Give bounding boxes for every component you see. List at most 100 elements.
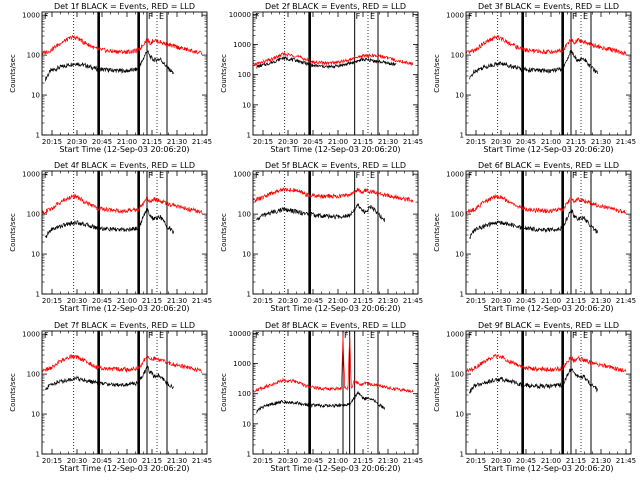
x-tick-label: 21:30 <box>378 457 398 465</box>
series-lld-line <box>41 34 203 55</box>
x-tick-label: 21:15 <box>566 138 586 146</box>
plot-frame <box>252 330 419 455</box>
series-lld-line <box>465 34 627 56</box>
flag-marker-label: E <box>159 12 164 21</box>
x-tick-label: 21:30 <box>591 138 611 146</box>
x-tick-label: 21:45 <box>403 297 423 305</box>
chart-panel-4: Det 4f BLACK = Events, RED = LLD Counts/s… <box>9 161 212 313</box>
x-tick-label: 20:15 <box>466 138 486 146</box>
flag-marker-label: F <box>356 171 361 180</box>
flag-marker-label: F <box>148 12 153 21</box>
x-tick-label: 21:00 <box>117 138 137 146</box>
x-tick-label: 21:15 <box>353 457 373 465</box>
chart-title: Det 8f BLACK = Events, RED = LLD <box>265 321 406 330</box>
x-tick-label: 20:30 <box>278 457 298 465</box>
x-tick-label: 20:45 <box>92 457 112 465</box>
flag-marker-label: F <box>468 331 473 340</box>
x-tick-label: 21:15 <box>142 457 162 465</box>
chart-title: Det 5f BLACK = Events, RED = LLD <box>265 161 406 170</box>
y-tick-label: 10000 <box>229 11 251 19</box>
flag-marker-label: E <box>583 331 588 340</box>
chart-panel-3: Det 3f BLACK = Events, RED = LLD Counts/s… <box>433 2 636 154</box>
x-tick-label: 21:30 <box>591 457 611 465</box>
plot-frame <box>465 11 632 136</box>
y-tick-label: 1000 <box>233 41 251 49</box>
x-axis-label: Start Time (12-Sep-03 20:06:20) <box>59 145 189 154</box>
x-tick-label: 21:00 <box>328 457 348 465</box>
x-axis-label: Start Time (12-Sep-03 20:06:20) <box>59 304 189 313</box>
x-axis-label: Start Time (12-Sep-03 20:06:20) <box>483 145 613 154</box>
x-tick-label: 20:45 <box>92 138 112 146</box>
chart-panel-9: Det 9f BLACK = Events, RED = LLD Counts/s… <box>433 321 636 473</box>
x-tick-label: 21:45 <box>403 138 423 146</box>
flag-marker-label: E <box>583 12 588 21</box>
chart-title: Det 2f BLACK = Events, RED = LLD <box>265 2 406 11</box>
x-tick-label: 21:45 <box>192 457 212 465</box>
flag-marker-label: F <box>44 171 49 180</box>
plot-frame <box>252 170 419 295</box>
y-tick-label: 1 <box>247 451 251 459</box>
y-tick-label: 10 <box>455 411 464 419</box>
x-tick-label: 20:30 <box>491 297 511 305</box>
x-axis-label: Start Time (12-Sep-03 20:06:20) <box>270 145 400 154</box>
flag-marker-label: E <box>370 331 375 340</box>
y-tick-label: 1 <box>36 291 40 299</box>
x-tick-label: 20:15 <box>253 457 273 465</box>
x-tick-label: 20:45 <box>303 457 323 465</box>
y-axis-label: Counts/sec <box>433 373 441 412</box>
chart-panel-1: Det 1f BLACK = Events, RED = LLD Counts/s… <box>9 2 212 154</box>
chart-title: Det 6f BLACK = Events, RED = LLD <box>478 161 619 170</box>
x-tick-label: 20:15 <box>42 138 62 146</box>
y-axis-label: Counts/sec <box>9 54 17 93</box>
y-tick-label: 1000 <box>233 360 251 368</box>
flag-marker-label: F <box>572 171 577 180</box>
x-tick-label: 20:30 <box>67 297 87 305</box>
x-tick-label: 21:00 <box>541 297 561 305</box>
flag-marker-label: E <box>370 12 375 21</box>
x-tick-label: 21:15 <box>566 457 586 465</box>
flag-marker-label: F <box>255 171 260 180</box>
chart-title: Det 3f BLACK = Events, RED = LLD <box>478 2 619 11</box>
flag-marker-label: F <box>572 12 577 21</box>
y-tick-label: 1 <box>460 291 464 299</box>
series-lld-line <box>465 353 627 373</box>
y-tick-label: 100 <box>27 371 40 379</box>
y-tick-label: 100 <box>238 71 251 79</box>
x-tick-label: 21:15 <box>142 138 162 146</box>
y-axis-label: Counts/sec <box>9 213 17 252</box>
series-events-line <box>256 391 386 414</box>
series-events-line <box>256 56 397 69</box>
plot-frame <box>41 11 208 136</box>
flag-marker-label: F <box>148 331 153 340</box>
x-tick-label: 21:00 <box>328 138 348 146</box>
series-events-line <box>468 367 599 394</box>
y-tick-label: 10 <box>455 251 464 259</box>
y-tick-label: 10 <box>455 92 464 100</box>
y-tick-label: 1000 <box>233 171 251 179</box>
y-axis-label: Counts/sec <box>433 213 441 252</box>
x-tick-label: 21:30 <box>167 297 187 305</box>
y-tick-label: 10 <box>31 92 40 100</box>
series-events-line <box>256 203 386 223</box>
x-axis-label: Start Time (12-Sep-03 20:06:20) <box>270 464 400 473</box>
y-tick-label: 100 <box>238 211 251 219</box>
x-tick-label: 21:45 <box>616 138 636 146</box>
x-tick-label: 20:30 <box>278 138 298 146</box>
flag-marker-label: F <box>148 171 153 180</box>
chart-title: Det 4f BLACK = Events, RED = LLD <box>54 161 195 170</box>
y-tick-label: 10000 <box>229 330 251 338</box>
flag-marker-label: F <box>356 12 361 21</box>
x-axis-label: Start Time (12-Sep-03 20:06:20) <box>483 304 613 313</box>
y-tick-label: 10 <box>242 101 251 109</box>
y-axis-label: Counts/sec <box>220 373 228 412</box>
x-tick-label: 21:45 <box>192 297 212 305</box>
y-tick-label: 1000 <box>22 171 40 179</box>
y-tick-label: 1 <box>247 132 251 140</box>
x-tick-label: 21:30 <box>167 138 187 146</box>
series-lld-line <box>465 193 627 215</box>
y-axis-label: Counts/sec <box>9 373 17 412</box>
flag-marker-label: F <box>468 171 473 180</box>
plot-frame <box>252 11 419 136</box>
x-axis-label: Start Time (12-Sep-03 20:06:20) <box>270 304 400 313</box>
y-tick-label: 100 <box>451 52 464 60</box>
